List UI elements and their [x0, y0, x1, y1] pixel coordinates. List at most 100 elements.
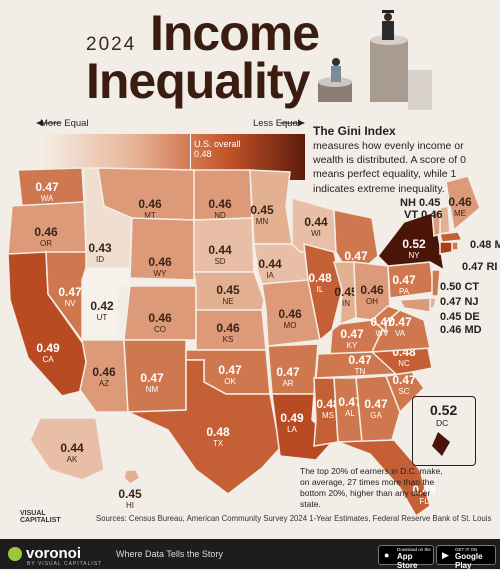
abbrev-ca: CA — [42, 355, 54, 364]
abbrev-pa: PA — [399, 287, 410, 296]
value-nv: 0.47 — [58, 285, 82, 299]
abbrev-la: LA — [287, 425, 297, 434]
value-la: 0.49 — [280, 411, 304, 425]
abbrev-az: AZ — [99, 379, 109, 388]
abbrev-or: OR — [40, 239, 52, 248]
abbrev-ks: KS — [223, 335, 234, 344]
value-mt: 0.46 — [138, 197, 162, 211]
visual-capitalist-logo: VISUAL CAPITALIST — [20, 510, 61, 524]
label-md: 0.46 MD — [440, 324, 482, 336]
brand-subtitle: BY VISUAL CAPITALIST — [27, 561, 102, 567]
value-mo: 0.46 — [278, 307, 302, 321]
app-store-button[interactable]: ● Download on the App Store — [378, 545, 434, 565]
voronoi-brand[interactable]: voronoi — [26, 545, 81, 562]
abbrev-ny: NY — [408, 251, 420, 260]
abbrev-oh: OH — [366, 297, 378, 306]
abbrev-hi: HI — [126, 501, 134, 510]
state-ri — [452, 242, 458, 250]
abbrev-il: IL — [317, 285, 324, 294]
value-mn: 0.45 — [250, 203, 274, 217]
abbrev-wv: WV — [376, 329, 390, 338]
state-hi — [124, 470, 140, 484]
label-nj: 0.47 NJ — [440, 296, 479, 308]
value-oh: 0.46 — [360, 283, 384, 297]
value-ak: 0.44 — [60, 441, 84, 455]
value-ny: 0.52 — [402, 237, 426, 251]
abbrev-nc: NC — [398, 359, 410, 368]
google-play-text: Google Play — [455, 552, 495, 570]
abbrev-ak: AK — [67, 455, 78, 464]
value-ga: 0.47 — [364, 397, 388, 411]
state-nj — [432, 270, 440, 296]
value-mi: 0.47 — [344, 249, 368, 263]
abbrev-ne: NE — [222, 297, 233, 306]
logo-line-1: VISUAL — [20, 510, 61, 517]
value-wy: 0.46 — [148, 255, 172, 269]
value-ca: 0.49 — [36, 341, 60, 355]
play-icon: ▶ — [442, 550, 449, 561]
abbrev-ga: GA — [370, 411, 382, 420]
abbrev-mn: MN — [256, 217, 269, 226]
abbrev-ky: KY — [347, 341, 358, 350]
abbrev-va: VA — [395, 329, 406, 338]
value-tn: 0.47 — [348, 353, 372, 367]
value-or: 0.46 — [34, 225, 58, 239]
abbrev-ia: IA — [266, 271, 274, 280]
label-ri: 0.47 RI — [462, 261, 497, 273]
value-hi: 0.45 — [118, 487, 142, 501]
dc-annotation: The top 20% of earners in D.C. make, on … — [300, 466, 450, 510]
app-store-text: App Store — [397, 552, 433, 570]
abbrev-mo: MO — [284, 321, 297, 330]
apple-icon: ● — [384, 550, 389, 560]
value-ut: 0.42 — [90, 299, 114, 313]
abbrev-sc: SC — [398, 387, 409, 396]
state-ct — [440, 242, 452, 254]
value-wv: 0.47 — [370, 315, 394, 329]
value-ne: 0.45 — [216, 283, 240, 297]
sources-text: Sources: Census Bureau, American Communi… — [96, 514, 491, 523]
value-co: 0.46 — [148, 311, 172, 325]
value-il: 0.48 — [308, 271, 332, 285]
value-ar: 0.47 — [276, 365, 300, 379]
abbrev-co: CO — [154, 325, 166, 334]
abbrev-ms: MS — [322, 411, 334, 420]
label-nh: NH 0.45 — [400, 197, 440, 209]
abbrev-nv: NV — [64, 299, 76, 308]
abbrev-ok: OK — [224, 377, 236, 386]
label-de: 0.45 DE — [440, 311, 480, 323]
abbrev-wi: WI — [311, 229, 321, 238]
value-sd: 0.44 — [208, 243, 232, 257]
abbrev-me: ME — [454, 209, 466, 218]
abbrev-sd: SD — [214, 257, 225, 266]
logo-line-2: CAPITALIST — [20, 517, 61, 524]
dc-shape — [428, 430, 458, 460]
value-ky: 0.47 — [340, 327, 364, 341]
abbrev-tn: TN — [355, 367, 366, 376]
abbrev-wa: WA — [41, 194, 54, 203]
value-tx: 0.48 — [206, 425, 230, 439]
tagline: Where Data Tells the Story — [116, 549, 223, 559]
abbrev-tx: TX — [213, 439, 224, 448]
abbrev-id: ID — [96, 255, 104, 264]
value-me: 0.46 — [448, 195, 472, 209]
value-nm: 0.47 — [140, 371, 164, 385]
abbrev-nm: NM — [146, 385, 159, 394]
abbrev-ut: UT — [97, 313, 108, 322]
abbrev-ar: AR — [282, 379, 293, 388]
abbrev-al: AL — [345, 409, 355, 418]
state-md — [400, 298, 430, 312]
value-wi: 0.44 — [304, 215, 328, 229]
label-vt: VT 0.46 — [404, 209, 443, 221]
state-de — [430, 298, 436, 308]
value-wa: 0.47 — [35, 180, 59, 194]
value-nd: 0.46 — [208, 197, 232, 211]
abbrev-wy: WY — [154, 269, 168, 278]
footer-bar: voronoi BY VISUAL CAPITALIST Where Data … — [0, 539, 500, 569]
google-play-button[interactable]: ▶ GET IT ON Google Play — [436, 545, 496, 565]
dc-value: 0.52 — [430, 402, 457, 418]
voronoi-logo-icon — [8, 547, 22, 561]
value-id: 0.43 — [88, 241, 112, 255]
state-ma — [440, 232, 462, 242]
value-ia: 0.44 — [258, 257, 282, 271]
value-pa: 0.47 — [392, 273, 416, 287]
